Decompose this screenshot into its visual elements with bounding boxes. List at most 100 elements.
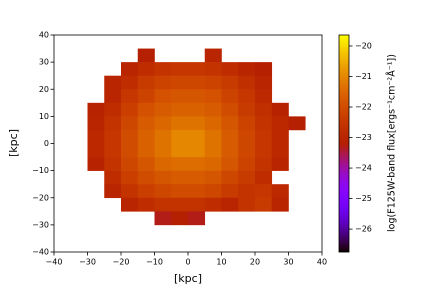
heatmap-cell bbox=[171, 129, 189, 144]
colorbar-strip bbox=[339, 247, 349, 249]
colorbar-strip bbox=[339, 239, 349, 241]
colorbar-strip bbox=[339, 52, 349, 54]
y-tick-label: 10 bbox=[39, 112, 49, 121]
heatmap-cell bbox=[238, 116, 256, 131]
heatmap-cell bbox=[255, 129, 273, 144]
colorbar-strip bbox=[339, 131, 349, 133]
colorbar-strip bbox=[339, 64, 349, 66]
heatmap-cell bbox=[137, 157, 155, 171]
colorbar-strip bbox=[339, 199, 349, 201]
colorbar-strip bbox=[339, 183, 349, 185]
colorbar-strip bbox=[339, 123, 349, 125]
colorbar-strip bbox=[339, 41, 349, 43]
heatmap-cell bbox=[171, 143, 189, 158]
colorbar-strip bbox=[339, 74, 349, 76]
y-tick-label: −40 bbox=[32, 248, 49, 257]
colorbar-strip bbox=[339, 79, 349, 81]
colorbar-strip bbox=[339, 228, 349, 230]
y-tick-label: 40 bbox=[39, 31, 49, 40]
heatmap-cell bbox=[188, 116, 206, 131]
colorbar-strip bbox=[339, 108, 349, 110]
colorbar-strip bbox=[339, 40, 349, 42]
colorbar-strip bbox=[339, 191, 349, 193]
heatmap-cell bbox=[154, 184, 172, 199]
heatmap-cell bbox=[121, 75, 139, 90]
heatmap-cell bbox=[204, 184, 222, 199]
colorbar-strip bbox=[339, 36, 349, 38]
colorbar-strip bbox=[339, 217, 349, 219]
colorbar-strip bbox=[339, 176, 349, 178]
heatmap-cell bbox=[104, 75, 122, 90]
colorbar-strip bbox=[339, 48, 349, 50]
colorbar-tick-label: −22 bbox=[355, 103, 372, 112]
colorbar-label: log(F125W-band flux[ergs⁻¹cm⁻²Å⁻¹]) bbox=[386, 54, 398, 232]
heatmap-cell bbox=[255, 197, 273, 212]
colorbar-strip bbox=[339, 102, 349, 104]
colorbar-strip bbox=[339, 250, 349, 252]
colorbar-strip bbox=[339, 220, 349, 222]
colorbar-strip bbox=[339, 70, 349, 72]
colorbar-strip bbox=[339, 84, 349, 86]
heatmap-cell bbox=[171, 75, 189, 90]
colorbar-strip bbox=[339, 185, 349, 187]
colorbar-strip bbox=[339, 153, 349, 155]
x-tick-label: 10 bbox=[216, 258, 226, 267]
heatmap-cell bbox=[271, 129, 289, 144]
colorbar-strip bbox=[339, 85, 349, 87]
colorbar-strip bbox=[339, 201, 349, 203]
colorbar-strip bbox=[339, 142, 349, 144]
colorbar-strip bbox=[339, 60, 349, 62]
heatmap-cell bbox=[188, 211, 206, 226]
heatmap-cell bbox=[221, 184, 239, 199]
colorbar-strip bbox=[339, 78, 349, 80]
heatmap-cell bbox=[188, 75, 206, 90]
heatmap-cell bbox=[171, 170, 189, 185]
colorbar-strip bbox=[339, 69, 349, 71]
colorbar-strip bbox=[339, 43, 349, 45]
heatmap-cell bbox=[87, 102, 105, 117]
colorbar-strip bbox=[339, 190, 349, 192]
heatmap-cell bbox=[188, 157, 206, 171]
heatmap-cell bbox=[137, 48, 155, 63]
colorbar-strip bbox=[339, 209, 349, 211]
heatmap-cell bbox=[121, 143, 139, 158]
heatmap-cell bbox=[255, 116, 273, 131]
colorbar-strip bbox=[339, 248, 349, 250]
colorbar-strip bbox=[339, 195, 349, 197]
heatmap-cell bbox=[204, 197, 222, 212]
heatmap-cell bbox=[288, 116, 306, 131]
colorbar-strip bbox=[339, 61, 349, 63]
colorbar-strip bbox=[339, 163, 349, 165]
colorbar-tick-label: −23 bbox=[355, 133, 372, 142]
colorbar-strip bbox=[339, 110, 349, 112]
colorbar-strip bbox=[339, 155, 349, 157]
heatmap-cell bbox=[137, 184, 155, 199]
colorbar-strip bbox=[339, 132, 349, 134]
colorbar-strip bbox=[339, 135, 349, 137]
x-tick-label: 30 bbox=[283, 258, 293, 267]
heatmap-cell bbox=[171, 116, 189, 131]
y-tick-label: −10 bbox=[32, 166, 49, 175]
colorbar-strip bbox=[339, 144, 349, 146]
colorbar-strip bbox=[339, 218, 349, 220]
y-tick-label: 20 bbox=[39, 85, 49, 94]
colorbar-strip bbox=[339, 189, 349, 191]
heatmap-cell bbox=[104, 89, 122, 104]
colorbar-strip bbox=[339, 105, 349, 107]
heatmap-cell bbox=[121, 170, 139, 185]
heatmap-cell bbox=[137, 89, 155, 104]
heatmap-cell bbox=[255, 143, 273, 158]
heatmap-cell bbox=[221, 102, 239, 117]
colorbar-strip bbox=[339, 147, 349, 149]
heatmap-cell bbox=[221, 89, 239, 104]
colorbar-strip bbox=[339, 216, 349, 218]
heatmap-cell bbox=[154, 211, 172, 226]
colorbar-strip bbox=[339, 194, 349, 196]
colorbar-strip bbox=[339, 243, 349, 245]
heatmap-cell bbox=[271, 143, 289, 158]
heatmap-cell bbox=[154, 170, 172, 185]
colorbar-strip bbox=[339, 125, 349, 127]
heatmap-cell bbox=[137, 102, 155, 117]
heatmap-cell bbox=[204, 75, 222, 90]
